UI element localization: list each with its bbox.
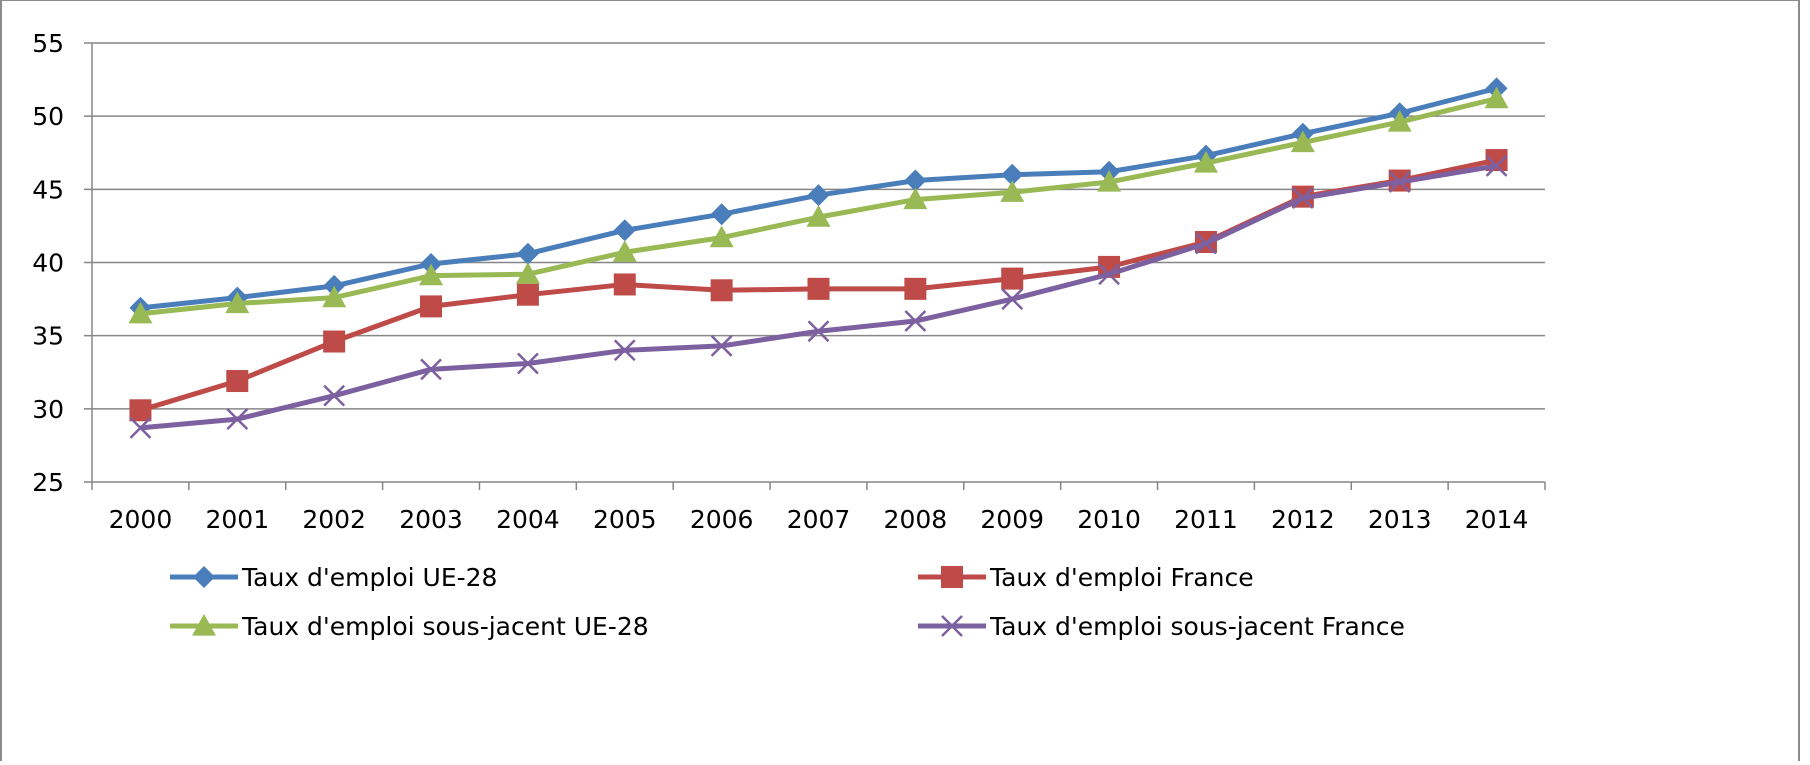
y-tick-label: 50 — [32, 102, 64, 131]
data-point-s1-3 — [420, 295, 443, 318]
y-tick-label: 40 — [32, 249, 64, 278]
data-point-s3-10 — [1098, 263, 1120, 286]
data-point-s0-8 — [904, 169, 927, 192]
data-point-s2-10 — [1097, 170, 1122, 192]
legend-label-2: Taux d'emploi sous-jacent UE-28 — [241, 612, 649, 641]
x-tick-label: 2004 — [496, 505, 560, 534]
data-point-s3-3 — [420, 358, 442, 381]
y-tick-label: 45 — [32, 175, 64, 204]
data-point-s0-7 — [807, 184, 830, 207]
legend-marker-0 — [193, 566, 215, 588]
data-point-s2-14 — [1484, 86, 1509, 109]
y-tick-label: 35 — [32, 322, 64, 351]
x-tick-label: 2005 — [593, 505, 657, 534]
legend-label-3: Taux d'emploi sous-jacent France — [989, 612, 1405, 641]
data-point-s3-8 — [904, 310, 927, 332]
legend-marker-1 — [941, 566, 963, 588]
data-point-s3-0 — [129, 416, 152, 439]
data-point-s2-1 — [225, 291, 250, 314]
data-point-s3-7 — [807, 320, 830, 343]
x-tick-label: 2011 — [1174, 505, 1238, 534]
data-point-s3-2 — [323, 384, 346, 407]
x-tick-label: 2013 — [1368, 505, 1432, 534]
data-point-s2-9 — [1000, 180, 1025, 202]
x-tick-label: 2000 — [109, 505, 173, 534]
legend-label-1: Taux d'emploi France — [989, 563, 1254, 592]
y-tick-label: 55 — [32, 29, 64, 58]
data-point-s2-0 — [128, 301, 153, 324]
data-point-s2-7 — [806, 205, 831, 227]
data-point-s1-0 — [129, 399, 152, 422]
data-point-s3-4 — [517, 352, 539, 375]
legend-marker-3 — [941, 615, 963, 637]
x-tick-label: 2007 — [787, 505, 851, 534]
data-point-s2-13 — [1387, 110, 1412, 132]
data-point-s0-9 — [1001, 163, 1024, 186]
x-tick-label: 2014 — [1465, 505, 1529, 534]
data-point-s3-5 — [613, 339, 636, 362]
data-point-s3-12 — [1291, 187, 1314, 209]
data-point-s1-8 — [904, 277, 927, 300]
data-point-s1-9 — [1001, 267, 1024, 290]
legend-label-0: Taux d'emploi UE-28 — [241, 563, 497, 592]
x-tick-label: 2002 — [302, 505, 366, 534]
x-tick-label: 2003 — [399, 505, 463, 534]
data-point-s2-3 — [419, 263, 444, 286]
data-point-s3-9 — [1001, 288, 1024, 310]
data-point-s3-1 — [226, 408, 249, 430]
x-tick-label: 2009 — [980, 505, 1044, 534]
data-point-s3-11 — [1195, 232, 1217, 255]
data-point-s2-5 — [612, 240, 637, 262]
x-tick-label: 2010 — [1077, 505, 1141, 534]
x-tick-label: 2012 — [1271, 505, 1335, 534]
x-tick-label: 2008 — [884, 505, 948, 534]
x-tick-label: 2001 — [205, 505, 269, 534]
data-point-s2-2 — [322, 285, 347, 308]
legend-marker-2 — [192, 614, 216, 636]
data-point-s3-13 — [1388, 171, 1411, 193]
data-point-s0-5 — [613, 219, 636, 242]
data-point-s1-4 — [516, 283, 539, 306]
data-point-s0-4 — [516, 242, 539, 265]
data-point-s2-12 — [1290, 130, 1315, 153]
data-point-s2-11 — [1193, 150, 1218, 173]
x-tick-label: 2006 — [690, 505, 754, 534]
data-point-s2-8 — [903, 187, 928, 210]
data-point-s2-4 — [515, 262, 540, 284]
data-point-s1-2 — [323, 330, 346, 353]
data-point-s1-5 — [613, 273, 636, 296]
data-point-s1-7 — [807, 277, 830, 300]
data-point-s1-1 — [226, 370, 249, 393]
data-point-s0-6 — [710, 203, 733, 226]
y-tick-label: 25 — [32, 468, 64, 497]
data-point-s3-14 — [1485, 155, 1508, 177]
data-point-s1-6 — [710, 279, 733, 302]
data-point-s3-6 — [710, 335, 733, 357]
data-point-s2-6 — [709, 225, 734, 248]
y-tick-label: 30 — [32, 395, 64, 424]
